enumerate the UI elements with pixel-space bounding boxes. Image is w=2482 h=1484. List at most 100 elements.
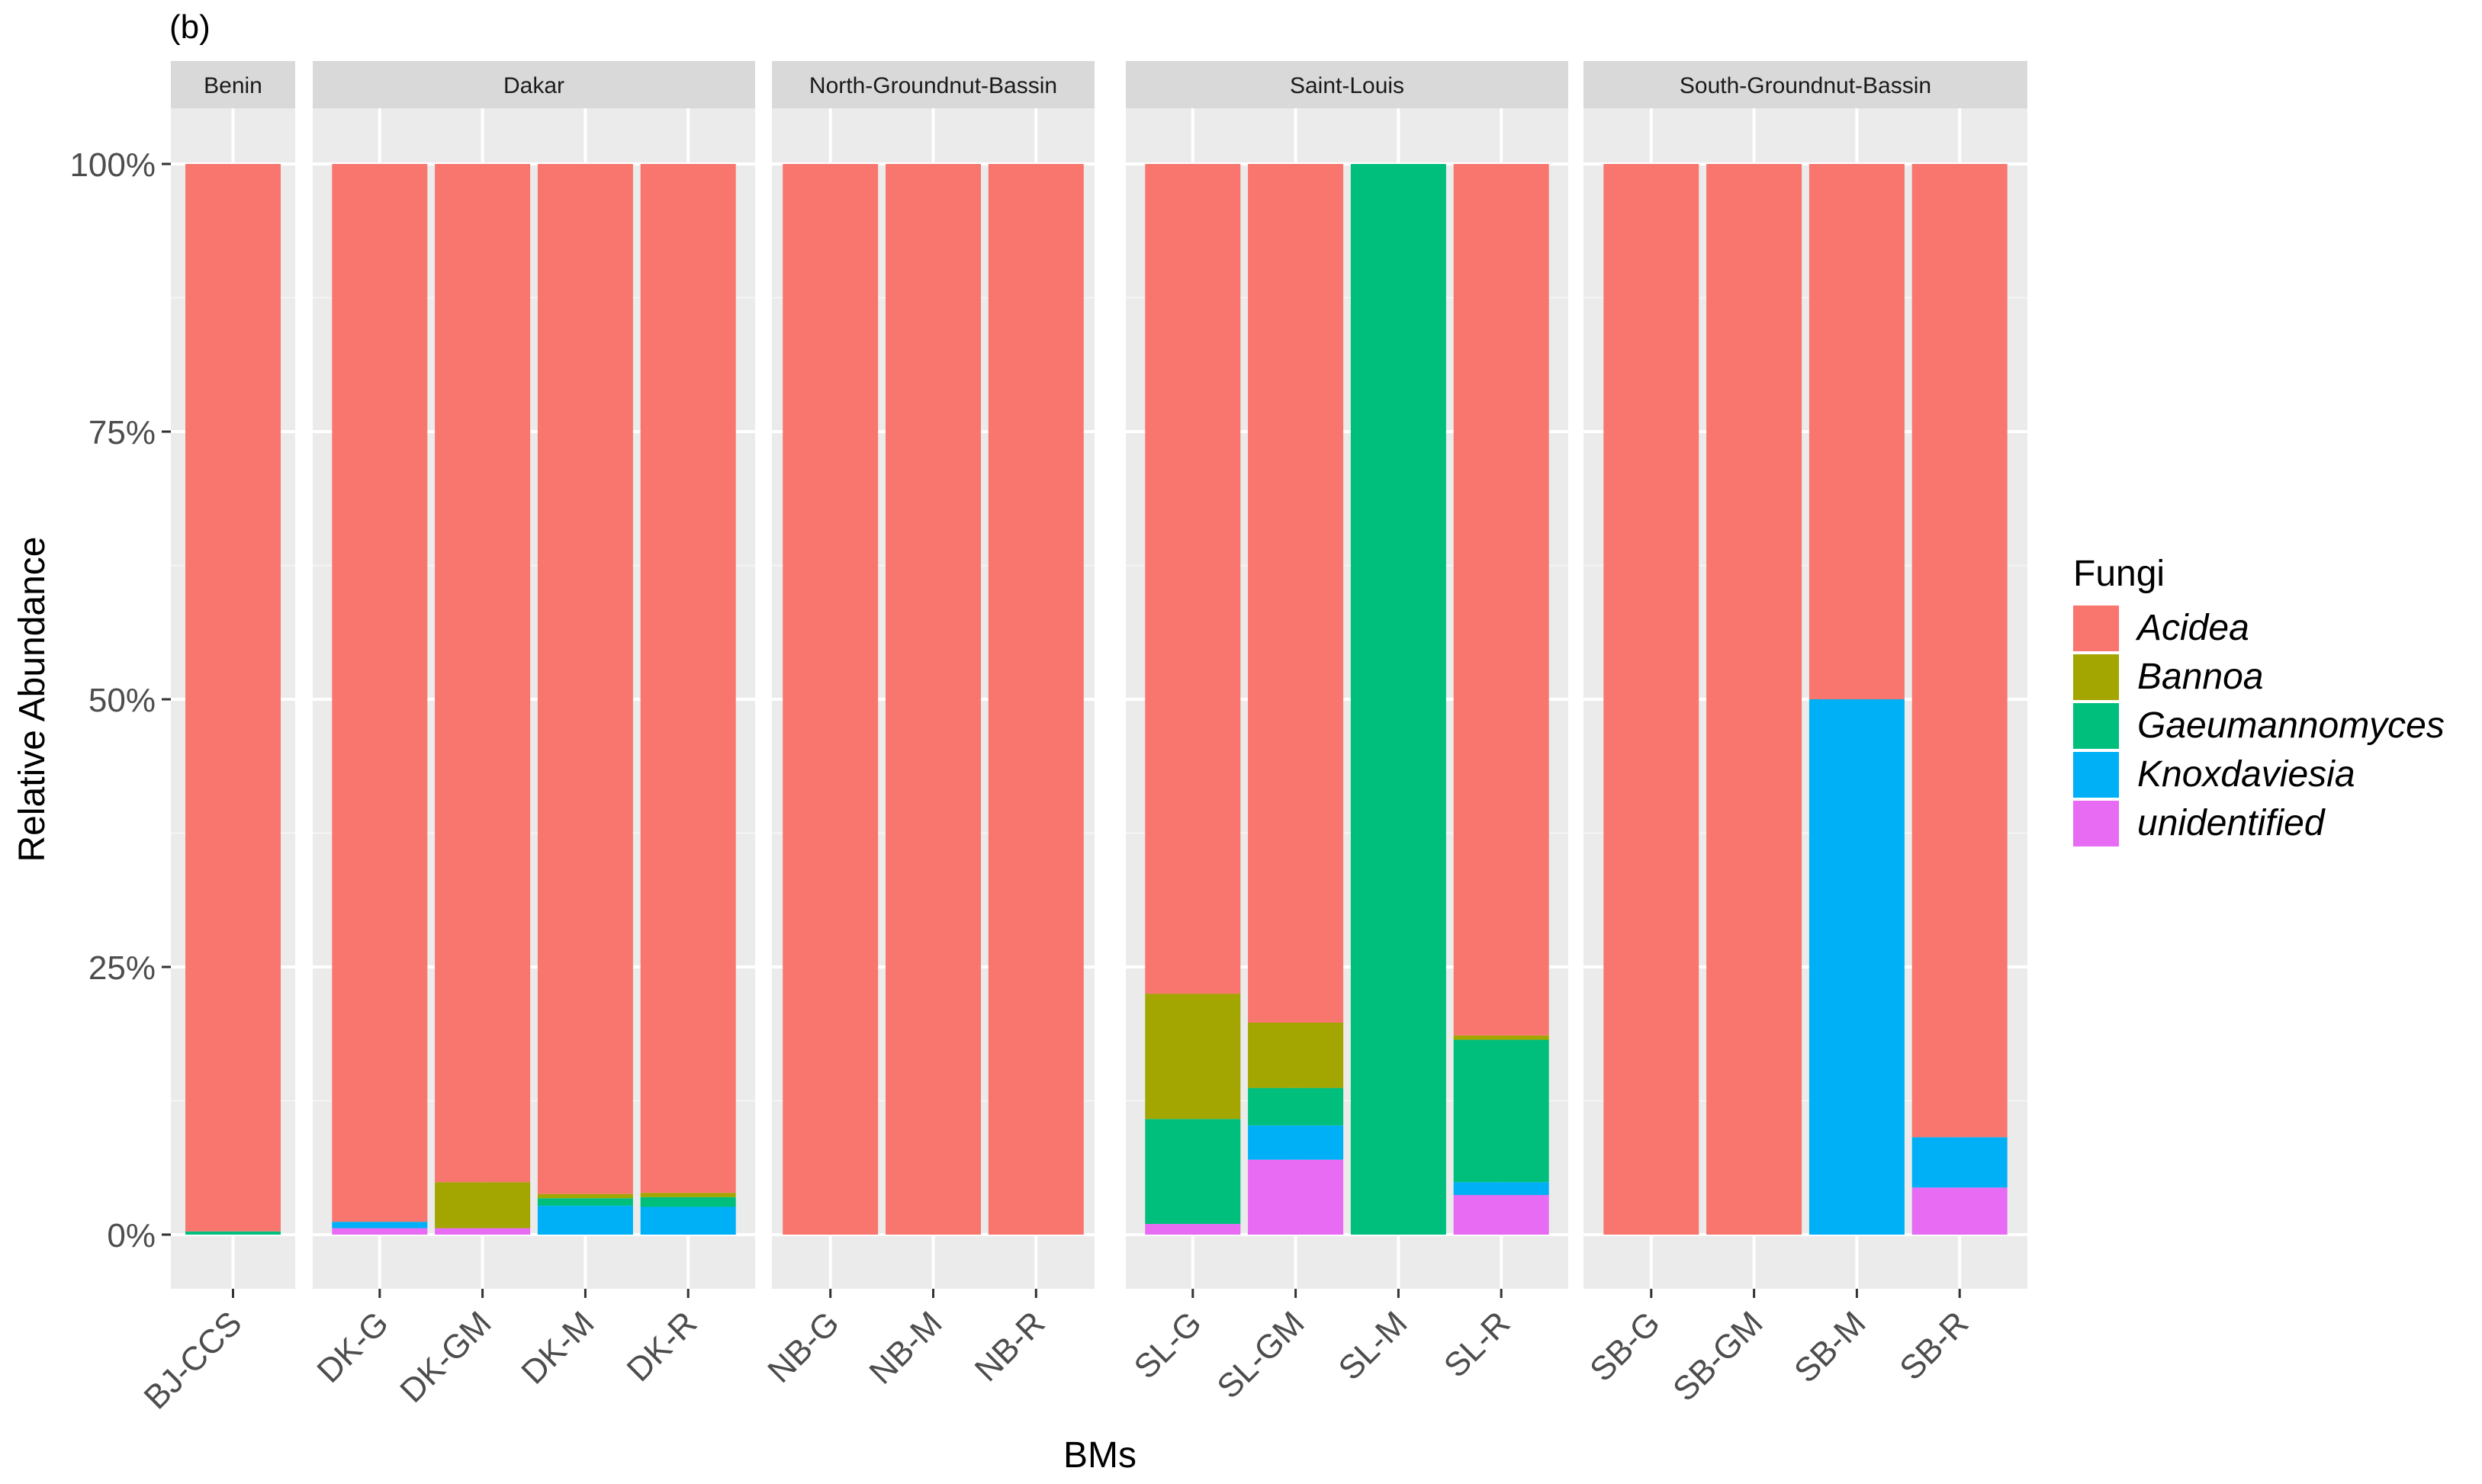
facet-strip — [313, 61, 755, 108]
legend-swatch — [2073, 703, 2119, 749]
bar-segment-gaeumannomyces — [1350, 164, 1446, 1235]
bar-segment-unidentified — [1453, 1195, 1549, 1235]
x-tick-label: NB-R — [968, 1304, 1053, 1389]
bar-segment-acidea — [1706, 164, 1802, 1235]
bar-segment-acidea — [537, 164, 633, 1194]
facet-panel: Saint-Louis — [1126, 61, 1568, 1289]
y-tick-label: 50% — [88, 682, 156, 719]
x-tick-label: SL-G — [1127, 1304, 1209, 1386]
bar-stack-SB-R — [1911, 164, 2008, 1235]
legend-label: Bannoa — [2137, 657, 2264, 697]
legend-label: Acidea — [2135, 608, 2249, 648]
bar-stack-SL-M — [1350, 164, 1446, 1235]
legend-swatch — [2073, 605, 2119, 651]
bar-segment-acidea — [886, 164, 981, 1235]
bar-segment-knoxdaviesia — [1248, 1125, 1344, 1160]
bar-stack-DK-GM — [435, 164, 531, 1235]
x-axis-title: BMs — [1063, 1435, 1137, 1476]
legend-swatch — [2073, 801, 2119, 846]
x-tick-label: SB-GM — [1666, 1304, 1770, 1409]
facet-strip-label: Benin — [204, 73, 262, 98]
bar-segment-acidea — [1911, 164, 2008, 1138]
x-tick-label: NB-M — [862, 1304, 949, 1391]
bar-segment-acidea — [783, 164, 879, 1235]
bar-segment-acidea — [1453, 164, 1549, 1036]
bar-segment-unidentified — [1248, 1159, 1344, 1235]
y-tick-label: 25% — [88, 949, 156, 987]
bar-segment-unidentified — [332, 1228, 428, 1235]
legend-item: Acidea — [2073, 605, 2249, 651]
legend-item: unidentified — [2073, 801, 2326, 846]
legend-label: Knoxdaviesia — [2137, 754, 2355, 795]
bar-segment-unidentified — [1145, 1223, 1241, 1235]
x-tick-label: BJ-CCS — [137, 1304, 249, 1416]
legend-item: Knoxdaviesia — [2073, 752, 2355, 798]
facet-strip — [1126, 61, 1568, 108]
figure-label: (b) — [169, 8, 211, 46]
bar-segment-acidea — [435, 164, 531, 1183]
bar-segment-gaeumannomyces — [537, 1198, 633, 1206]
x-tick-label: SL-M — [1331, 1304, 1414, 1387]
bar-segment-unidentified — [1911, 1187, 2008, 1235]
facet-strip — [171, 61, 295, 108]
bar-stack-DK-M — [537, 164, 633, 1235]
legend-swatch — [2073, 654, 2119, 700]
bar-segment-acidea — [185, 164, 281, 1232]
bar-segment-acidea — [1808, 164, 1905, 699]
x-tick-label: DK-M — [514, 1304, 601, 1391]
bar-segment-acidea — [988, 164, 1084, 1235]
bar-segment-acidea — [1603, 164, 1699, 1235]
facet-panel: North-Groundnut-Bassin — [772, 61, 1095, 1289]
x-tick-label: SL-R — [1437, 1304, 1518, 1385]
legend-swatch — [2073, 752, 2119, 798]
y-tick-label: 100% — [69, 146, 156, 184]
facet-strip — [772, 61, 1095, 108]
bar-segment-acidea — [1248, 164, 1344, 1023]
bar-stack-SB-GM — [1706, 164, 1802, 1235]
bar-stack-BJ-CCS — [185, 164, 281, 1235]
bar-stack-SL-G — [1145, 164, 1241, 1235]
bar-segment-knoxdaviesia — [1911, 1137, 2008, 1188]
x-tick-label: NB-G — [760, 1304, 846, 1389]
bar-stack-SB-G — [1603, 164, 1699, 1235]
y-axis: 0% 25% 50% 75% 100% — [69, 146, 171, 1254]
facet-panel: Dakar — [313, 61, 755, 1289]
bar-segment-bannoa — [537, 1193, 633, 1199]
bar-stack-SB-M — [1808, 164, 1905, 1235]
x-tick-label: DK-GM — [393, 1304, 498, 1409]
bar-segment-knoxdaviesia — [640, 1206, 736, 1235]
bar-segment-gaeumannomyces — [1145, 1119, 1241, 1224]
bar-stack-NB-G — [783, 164, 879, 1235]
bar-segment-knoxdaviesia — [332, 1222, 428, 1229]
bar-segment-acidea — [332, 164, 428, 1222]
legend: Fungi Acidea Bannoa Gaeumannomyces Knoxdavie… — [2073, 554, 2445, 846]
bar-segment-gaeumannomyces — [1248, 1087, 1344, 1126]
x-tick-label: SL-GM — [1210, 1304, 1311, 1405]
bar-segment-knoxdaviesia — [537, 1206, 633, 1235]
facet-strip-label: Saint-Louis — [1290, 73, 1404, 98]
legend-title: Fungi — [2073, 554, 2165, 594]
y-tick-label: 75% — [88, 414, 156, 451]
facet-panel: South-Groundnut-Bassin — [1583, 61, 2027, 1289]
bar-segment-bannoa — [1145, 994, 1241, 1119]
y-axis-title: Relative Abundance — [12, 537, 53, 862]
bar-segment-bannoa — [435, 1182, 531, 1229]
facet-panels: Benin Dakar North-Groundnut-Bassin Saint-Lo… — [171, 61, 2027, 1289]
facet-strip-label: Dakar — [503, 73, 564, 98]
bar-segment-gaeumannomyces — [185, 1231, 281, 1235]
bar-stack-SL-R — [1453, 164, 1549, 1235]
bar-segment-acidea — [1145, 164, 1241, 994]
bar-segment-bannoa — [1453, 1035, 1549, 1040]
bar-stack-DK-G — [332, 164, 428, 1235]
facet-strip — [1583, 61, 2027, 108]
facet-panel: Benin — [171, 61, 295, 1289]
bar-segment-unidentified — [435, 1228, 531, 1235]
facet-strip-label: South-Groundnut-Bassin — [1680, 73, 1931, 98]
legend-item: Bannoa — [2073, 654, 2264, 700]
legend-label: unidentified — [2137, 803, 2326, 843]
bar-stack-SL-GM — [1248, 164, 1344, 1235]
facet-strip-label: North-Groundnut-Bassin — [809, 73, 1057, 98]
x-tick-label: DK-R — [620, 1304, 705, 1389]
x-tick-label: SB-G — [1583, 1304, 1667, 1389]
